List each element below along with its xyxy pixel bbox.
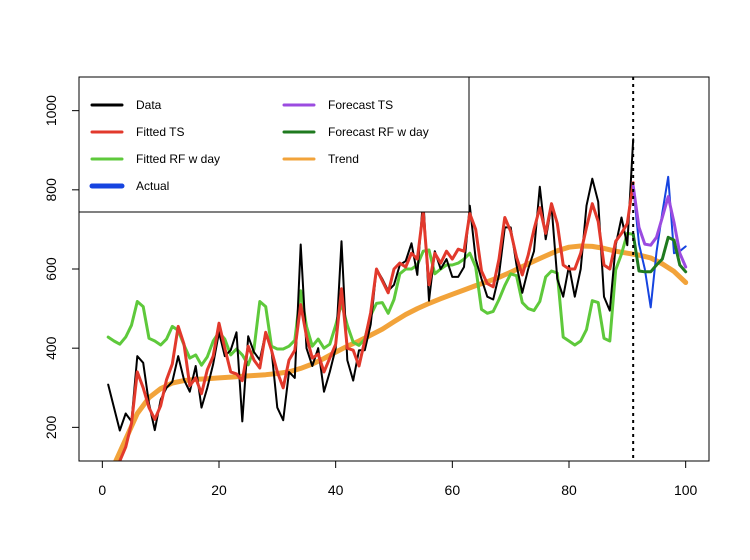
- y-tick-label: 1000: [43, 95, 59, 126]
- legend-label-data: Data: [136, 98, 162, 112]
- series-forecast_ts-line: [631, 184, 688, 269]
- series-forecast_rf-line: [631, 232, 688, 274]
- x-tick-label: 80: [561, 482, 577, 498]
- legend-label-forecast-rf-w-day: Forecast RF w day: [328, 125, 429, 139]
- series-trend-line: [113, 243, 689, 461]
- legend: Data Forecast TS Fitted TS Forecast RF w da…: [78, 76, 470, 213]
- legend-label-forecast-ts: Forecast TS: [328, 98, 393, 112]
- x-tick-label: 60: [445, 482, 461, 498]
- y-tick-label: 400: [43, 336, 59, 360]
- x-tick-label: 100: [674, 482, 698, 498]
- series-layer: [106, 138, 689, 461]
- axes: 0 20 40 60 80 100 200 400 600 800 1000: [43, 76, 710, 498]
- legend-label-trend: Trend: [328, 152, 359, 166]
- x-tick-label: 20: [211, 482, 227, 498]
- legend-box: [78, 76, 470, 213]
- legend-label-fitted-ts: Fitted TS: [136, 125, 184, 139]
- series-fitted_ts-line: [118, 181, 635, 461]
- series-data-line: [107, 138, 635, 432]
- x-tick-label: 40: [328, 482, 344, 498]
- y-tick-label: 600: [43, 257, 59, 281]
- y-tick-label: 800: [43, 178, 59, 202]
- x-tick-label: 0: [98, 482, 106, 498]
- legend-label-actual: Actual: [136, 179, 169, 193]
- legend-label-fitted-rf-w-day: Fitted RF w day: [136, 152, 220, 166]
- y-tick-label: 200: [43, 416, 59, 440]
